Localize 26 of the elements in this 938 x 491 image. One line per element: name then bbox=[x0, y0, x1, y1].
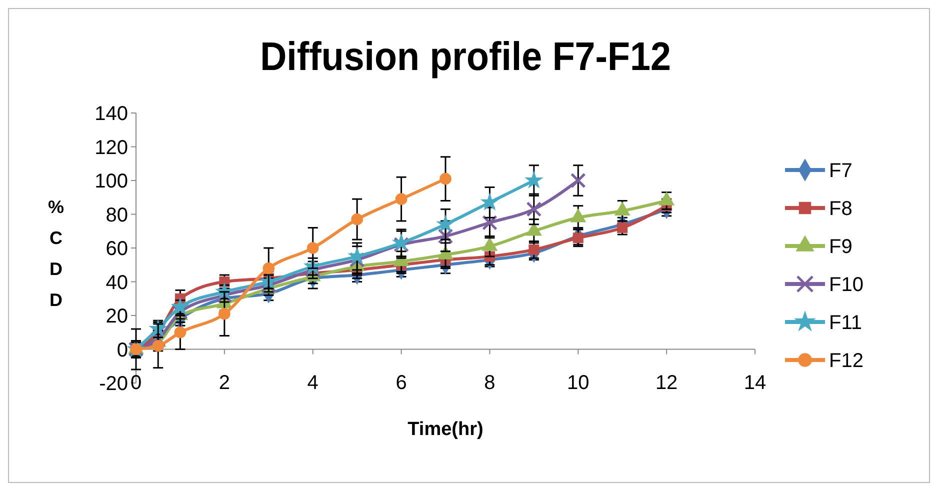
y-tick-label: 60 bbox=[106, 238, 128, 260]
legend-label: F9 bbox=[829, 236, 852, 258]
y-tick-label: 120 bbox=[94, 136, 128, 159]
x-tick-label: 12 bbox=[655, 372, 678, 394]
x-tick-label: 6 bbox=[396, 372, 407, 394]
y-tick-label: 80 bbox=[106, 204, 128, 226]
legend-label: F10 bbox=[829, 274, 864, 296]
x-axis-title: Time(hr) bbox=[408, 419, 484, 440]
y-tick-label: 20 bbox=[106, 306, 128, 328]
y-tick-label: 100 bbox=[94, 170, 128, 192]
x-tick-label: 10 bbox=[567, 372, 590, 394]
y-tick-label: 40 bbox=[106, 272, 128, 294]
legend-label: F7 bbox=[829, 160, 852, 182]
x-tick-label: 8 bbox=[484, 372, 496, 394]
y-tick-label: 140 bbox=[94, 103, 128, 125]
y-tick-label: -20 bbox=[99, 373, 128, 395]
chart-title: Diffusion profile F7-F12 bbox=[260, 34, 671, 80]
legend-label: F11 bbox=[829, 312, 862, 334]
x-tick-label: 14 bbox=[744, 372, 766, 394]
legend-label: F8 bbox=[829, 198, 852, 220]
x-tick-label: 2 bbox=[218, 372, 230, 394]
y-axis-title: %CDD bbox=[48, 197, 64, 310]
y-tick-label: 0 bbox=[116, 339, 128, 362]
x-tick-label: 4 bbox=[307, 372, 318, 394]
x-tick-label: 0 bbox=[130, 372, 142, 394]
legend-label: F12 bbox=[829, 350, 864, 372]
